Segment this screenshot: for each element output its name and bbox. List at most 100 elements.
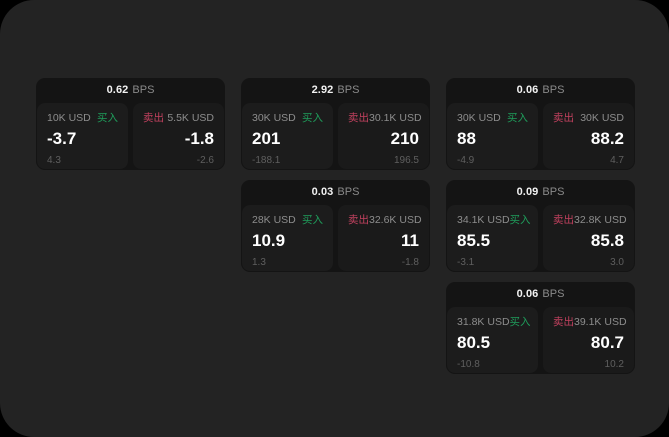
sell-price: 85.8 (590, 231, 624, 250)
card-header: 0.06 BPS (446, 282, 635, 307)
sell-size-label: 30.1K USD (369, 112, 422, 124)
bps-unit-label: BPS (542, 186, 565, 198)
buy-panel[interactable]: 28K USD 买入 10.9 1.3 (242, 205, 333, 271)
buy-side-tag[interactable]: 买入 (509, 214, 531, 226)
sell-panel[interactable]: 卖出 5.5K USD -1.8 -2.6 (133, 103, 224, 169)
sell-price: -1.8 (184, 129, 214, 148)
sell-panel-header: 卖出 30.1K USD (348, 112, 422, 125)
sell-side-tag[interactable]: 卖出 (553, 316, 574, 328)
sell-sub-value: 10.2 (604, 359, 624, 370)
sell-price: 210 (390, 129, 419, 148)
sell-panel-header: 卖出 5.5K USD (143, 112, 214, 125)
buy-sub-value: -3.1 (457, 257, 475, 268)
buy-sub-value: -4.9 (457, 155, 475, 166)
bps-unit-label: BPS (132, 84, 155, 96)
buy-side-tag[interactable]: 买入 (302, 112, 323, 124)
card-body: 31.8K USD 买入 80.5 -10.8 卖出 39.1K USD 80.7 10.2 (446, 307, 635, 374)
bps-value: 0.62 (106, 84, 129, 96)
card-header: 2.92 BPS (241, 78, 430, 103)
sell-size-label: 39.1K USD (574, 316, 627, 328)
buy-panel[interactable]: 10K USD 买入 -3.7 4.3 (37, 103, 128, 169)
quote-card[interactable]: 0.03 BPS 28K USD 买入 10.9 1.3 卖出 32.6K USD 11 -1.8 (241, 180, 430, 272)
sell-side-tag[interactable]: 卖出 (553, 112, 574, 124)
buy-price: -3.7 (47, 129, 77, 148)
sell-panel[interactable]: 卖出 32.6K USD 11 -1.8 (338, 205, 429, 271)
buy-sub-value: -188.1 (252, 155, 281, 166)
buy-sub-value: -10.8 (457, 359, 480, 370)
card-body: 10K USD 买入 -3.7 4.3 卖出 5.5K USD -1.8 -2.6 (36, 103, 225, 170)
sell-size-label: 5.5K USD (167, 112, 214, 124)
buy-size-label: 34.1K USD (457, 214, 510, 226)
buy-panel-header: 34.1K USD 买入 (457, 214, 531, 227)
card-header: 0.03 BPS (241, 180, 430, 205)
sell-sub-value: -2.6 (196, 155, 214, 166)
buy-panel[interactable]: 31.8K USD 买入 80.5 -10.8 (447, 307, 538, 373)
sell-panel[interactable]: 卖出 32.8K USD 85.8 3.0 (543, 205, 634, 271)
bps-unit-label: BPS (337, 186, 360, 198)
buy-price: 10.9 (252, 231, 286, 250)
bps-value: 0.09 (516, 186, 539, 198)
bps-value: 0.06 (516, 84, 539, 96)
bps-unit-label: BPS (337, 84, 360, 96)
bps-unit-label: BPS (542, 84, 565, 96)
buy-size-label: 30K USD (457, 112, 501, 124)
buy-panel[interactable]: 34.1K USD 买入 85.5 -3.1 (447, 205, 538, 271)
sell-price: 88.2 (590, 129, 624, 148)
sell-side-tag[interactable]: 卖出 (348, 112, 369, 124)
sell-side-tag[interactable]: 卖出 (348, 214, 369, 226)
column-1: 0.62 BPS 10K USD 买入 -3.7 4.3 卖出 5.5K USD -1.8 -2.… (36, 78, 225, 170)
buy-size-label: 31.8K USD (457, 316, 510, 328)
sell-price: 80.7 (590, 333, 624, 352)
buy-side-tag[interactable]: 买入 (302, 214, 323, 226)
sell-panel-header: 卖出 32.8K USD (553, 214, 627, 227)
buy-sub-value: 1.3 (252, 257, 266, 268)
sell-panel[interactable]: 卖出 39.1K USD 80.7 10.2 (543, 307, 634, 373)
buy-size-label: 10K USD (47, 112, 91, 124)
sell-panel[interactable]: 卖出 30.1K USD 210 196.5 (338, 103, 429, 169)
sell-sub-value: 4.7 (610, 155, 624, 166)
sell-price: 11 (401, 231, 419, 250)
buy-panel[interactable]: 30K USD 买入 88 -4.9 (447, 103, 538, 169)
card-body: 28K USD 买入 10.9 1.3 卖出 32.6K USD 11 -1.8 (241, 205, 430, 272)
quote-card[interactable]: 0.06 BPS 31.8K USD 买入 80.5 -10.8 卖出 39.1K USD 80… (446, 282, 635, 374)
buy-side-tag[interactable]: 买入 (509, 316, 531, 328)
buy-sub-value: 4.3 (47, 155, 61, 166)
sell-size-label: 32.6K USD (369, 214, 422, 226)
sell-panel-header: 卖出 30K USD (553, 112, 624, 125)
card-body: 34.1K USD 买入 85.5 -3.1 卖出 32.8K USD 85.8 3.0 (446, 205, 635, 272)
quote-card[interactable]: 0.62 BPS 10K USD 买入 -3.7 4.3 卖出 5.5K USD -1.8 -2.… (36, 78, 225, 170)
quote-card[interactable]: 2.92 BPS 30K USD 买入 201 -188.1 卖出 30.1K USD 210 1… (241, 78, 430, 170)
sell-panel-header: 卖出 39.1K USD (553, 316, 627, 329)
bps-value: 2.92 (311, 84, 334, 96)
quote-card[interactable]: 0.09 BPS 34.1K USD 买入 85.5 -3.1 卖出 32.8K USD 85.… (446, 180, 635, 272)
quote-board: 0.62 BPS 10K USD 买入 -3.7 4.3 卖出 5.5K USD -1.8 -2.… (36, 78, 636, 374)
sell-panel-header: 卖出 32.6K USD (348, 214, 422, 227)
card-body: 30K USD 买入 201 -188.1 卖出 30.1K USD 210 196.5 (241, 103, 430, 170)
buy-panel-header: 31.8K USD 买入 (457, 316, 531, 329)
bps-unit-label: BPS (542, 288, 565, 300)
buy-panel[interactable]: 30K USD 买入 201 -188.1 (242, 103, 333, 169)
sell-size-label: 30K USD (580, 112, 624, 124)
buy-price: 88 (457, 129, 476, 148)
buy-side-tag[interactable]: 买入 (97, 112, 118, 124)
card-body: 30K USD 买入 88 -4.9 卖出 30K USD 88.2 4.7 (446, 103, 635, 170)
buy-panel-header: 10K USD 买入 (47, 112, 118, 125)
sell-sub-value: -1.8 (401, 257, 419, 268)
sell-side-tag[interactable]: 卖出 (143, 112, 164, 124)
sell-panel[interactable]: 卖出 30K USD 88.2 4.7 (543, 103, 634, 169)
buy-side-tag[interactable]: 买入 (507, 112, 528, 124)
buy-size-label: 28K USD (252, 214, 296, 226)
bps-value: 0.03 (311, 186, 334, 198)
column-2: 2.92 BPS 30K USD 买入 201 -188.1 卖出 30.1K USD 210 1… (241, 78, 430, 272)
buy-price: 80.5 (457, 333, 491, 352)
buy-size-label: 30K USD (252, 112, 296, 124)
sell-side-tag[interactable]: 卖出 (553, 214, 574, 226)
buy-panel-header: 30K USD 买入 (252, 112, 323, 125)
buy-panel-header: 30K USD 买入 (457, 112, 528, 125)
quote-card[interactable]: 0.06 BPS 30K USD 买入 88 -4.9 卖出 30K USD 88.2 4.7 (446, 78, 635, 170)
sell-size-label: 32.8K USD (574, 214, 627, 226)
sell-sub-value: 3.0 (610, 257, 624, 268)
column-3: 0.06 BPS 30K USD 买入 88 -4.9 卖出 30K USD 88.2 4.7 0.… (446, 78, 635, 374)
card-header: 0.09 BPS (446, 180, 635, 205)
